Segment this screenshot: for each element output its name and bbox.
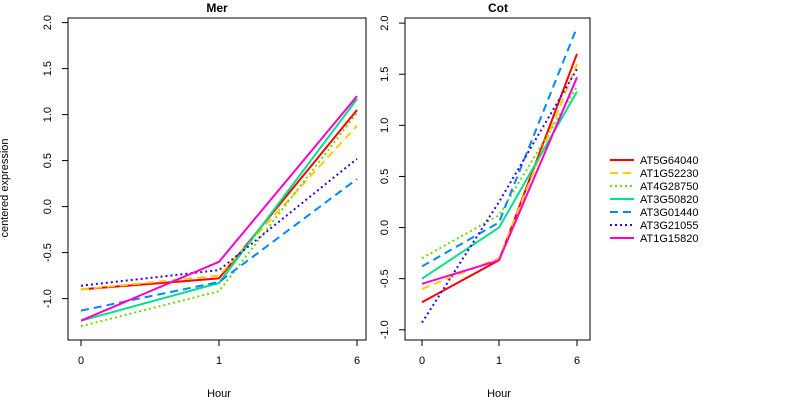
y-tick-label: -1.0	[42, 289, 54, 308]
y-tick-label: 1.5	[42, 61, 54, 76]
x-tick-label: 1	[216, 355, 222, 367]
series-line-at1g15820	[421, 76, 578, 285]
x-tick-label: 1	[496, 355, 502, 367]
y-tick-label: 1.5	[379, 67, 391, 82]
y-tick-label: 2.0	[379, 15, 391, 30]
plot-box	[67, 17, 367, 341]
panel-cot: Cot Hour -1.0 -0.5 0.0 0.5 1.0 1.5 2.0 0 1 6	[379, 1, 591, 400]
panel-title: Mer	[206, 1, 228, 15]
x-tick-label: 0	[419, 355, 425, 367]
y-tick-label: 0.0	[379, 220, 391, 235]
series-line-at1g15820	[80, 95, 358, 322]
x-tick-label: 6	[574, 355, 580, 367]
legend: AT5G64040AT1G52230AT4G28750AT3G50820AT3G…	[610, 155, 699, 245]
series-line-at3g01440	[421, 26, 578, 268]
y-tick-label: 1.0	[379, 118, 391, 133]
legend-label: AT3G21055	[640, 220, 699, 232]
x-tick-label: 0	[78, 355, 84, 367]
legend-label: AT4G28750	[640, 181, 699, 193]
axes: -1.0 -0.5 0.0 0.5 1.0 1.5 2.0 0 1 6	[379, 15, 580, 367]
series-line-at3g21055	[80, 158, 358, 287]
plot-box	[404, 17, 591, 341]
legend-label: AT3G50820	[640, 194, 699, 206]
x-axis-label: Hour	[207, 388, 231, 400]
series-lines	[421, 26, 578, 324]
y-tick-label: 0.0	[42, 199, 54, 214]
series-line-at3g01440	[80, 178, 358, 312]
legend-label: AT3G01440	[640, 207, 699, 219]
y-tick-label: 1.0	[42, 107, 54, 122]
series-line-at1g52230	[421, 63, 578, 290]
panel-title: Cot	[488, 1, 508, 15]
axes: -1.0 -0.5 0.0 0.5 1.0 1.5 2.0 0 1 6	[42, 15, 360, 367]
series-line-at1g52230	[80, 124, 358, 291]
series-lines	[80, 95, 358, 328]
y-tick-label: 2.0	[42, 15, 54, 30]
y-tick-label: -0.5	[42, 243, 54, 262]
series-line-at5g64040	[421, 53, 578, 304]
legend-label: AT5G64040	[640, 155, 699, 167]
y-tick-label: 0.5	[42, 153, 54, 168]
y-tick-label: 0.5	[379, 169, 391, 184]
legend-label: AT1G15820	[640, 233, 699, 245]
series-line-at3g50820	[421, 91, 578, 280]
legend-label: AT1G52230	[640, 168, 699, 180]
panel-mer: Mer Hour centered expression -1.0 -0.5 0.0…	[0, 1, 367, 400]
x-tick-label: 6	[354, 355, 360, 367]
series-line-at4g28750	[421, 85, 578, 260]
y-tick-label: -1.0	[379, 320, 391, 339]
y-axis-label: centered expression	[0, 138, 11, 237]
y-tick-label: -0.5	[379, 269, 391, 288]
series-line-at3g21055	[421, 68, 578, 324]
series-line-at3g50820	[80, 98, 358, 322]
x-axis-label: Hour	[487, 388, 511, 400]
